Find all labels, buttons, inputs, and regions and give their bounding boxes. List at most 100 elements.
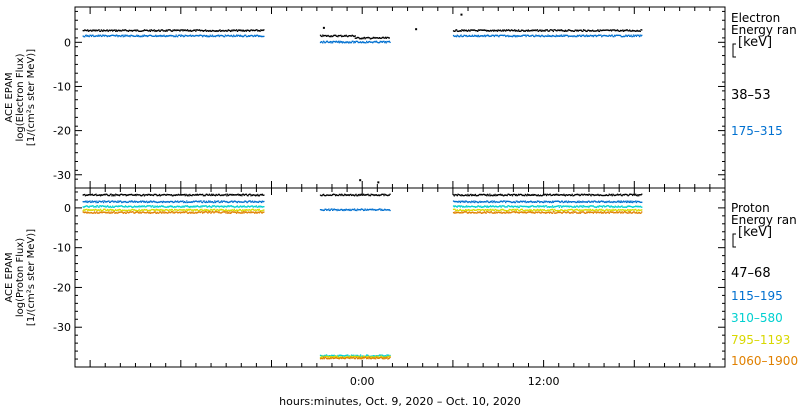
data-point	[459, 194, 462, 196]
data-point	[613, 36, 615, 38]
data-point	[483, 29, 486, 31]
data-point	[504, 29, 506, 32]
data-point	[460, 209, 462, 212]
data-point	[143, 209, 145, 211]
data-point	[635, 208, 637, 211]
data-point	[261, 200, 263, 202]
data-point	[513, 35, 515, 37]
data-point	[516, 30, 518, 32]
data-point	[474, 200, 477, 203]
legend-title-line: [keV]	[738, 225, 772, 240]
data-point	[496, 209, 499, 211]
data-point	[141, 200, 143, 202]
data-point	[595, 211, 597, 213]
data-point	[180, 206, 182, 208]
data-point	[549, 209, 551, 211]
data-point	[331, 208, 333, 210]
data-point	[640, 29, 642, 31]
data-point	[85, 29, 87, 32]
data-point	[455, 205, 457, 207]
data-point	[469, 30, 471, 32]
data-point	[575, 29, 577, 31]
data-point	[456, 30, 458, 32]
data-point	[193, 29, 195, 32]
data-point	[115, 201, 118, 203]
data-point	[96, 30, 98, 32]
data-point	[471, 34, 474, 36]
data-point	[634, 30, 636, 32]
data-point	[161, 29, 163, 31]
data-point	[462, 211, 465, 214]
data-point	[136, 193, 138, 196]
data-point	[332, 40, 335, 43]
data-point	[230, 212, 232, 214]
data-point	[487, 209, 489, 211]
data-point	[627, 30, 629, 32]
data-point	[566, 194, 568, 196]
data-point	[118, 194, 121, 197]
data-point	[118, 205, 120, 207]
data-point	[105, 209, 108, 212]
data-point	[208, 210, 211, 212]
data-point	[170, 200, 173, 203]
data-point	[101, 205, 103, 207]
data-point	[621, 201, 623, 203]
data-point	[358, 209, 360, 211]
data-point	[367, 356, 369, 359]
y-axis-title-line: log(Proton Flux)	[15, 238, 26, 317]
data-point	[131, 208, 133, 211]
data-point	[475, 209, 477, 211]
data-point	[322, 356, 325, 359]
data-point	[633, 200, 635, 203]
data-point	[161, 209, 164, 211]
data-point	[603, 29, 605, 32]
data-point	[384, 193, 386, 195]
data-point	[470, 212, 472, 214]
data-point	[492, 205, 495, 207]
data-point	[528, 201, 530, 203]
data-point	[155, 193, 157, 196]
data-point	[124, 35, 126, 38]
data-point	[167, 35, 170, 37]
data-point	[226, 212, 229, 214]
data-point	[206, 201, 208, 204]
data-point	[341, 357, 343, 360]
data-point	[179, 34, 181, 36]
data-point	[107, 205, 109, 207]
data-point	[340, 194, 342, 197]
data-point	[338, 209, 340, 211]
data-point	[509, 35, 511, 37]
data-point	[581, 211, 583, 213]
data-point	[467, 35, 469, 37]
data-point	[112, 29, 115, 32]
data-point	[226, 35, 228, 37]
data-point	[183, 209, 186, 211]
data-point	[207, 205, 209, 208]
data-point	[144, 201, 146, 204]
data-point	[123, 29, 125, 32]
data-point	[372, 41, 375, 43]
data-point	[375, 40, 378, 42]
data-point	[475, 35, 477, 38]
data-point	[208, 211, 211, 213]
data-point	[347, 42, 350, 44]
data-point	[457, 210, 459, 212]
data-point	[226, 210, 229, 212]
data-point	[246, 194, 248, 197]
data-point	[494, 34, 496, 37]
data-point	[331, 356, 333, 358]
data-point	[461, 35, 464, 38]
data-point	[155, 210, 157, 212]
data-point	[326, 194, 328, 196]
data-point	[137, 206, 140, 208]
data-point	[530, 209, 533, 211]
data-point	[629, 212, 631, 214]
data-point	[542, 211, 545, 214]
data-point	[618, 201, 620, 203]
data-point	[98, 206, 100, 208]
data-point	[602, 212, 604, 214]
data-point	[189, 194, 192, 196]
data-point	[146, 211, 149, 213]
data-point	[219, 29, 221, 31]
data-point	[566, 211, 568, 214]
